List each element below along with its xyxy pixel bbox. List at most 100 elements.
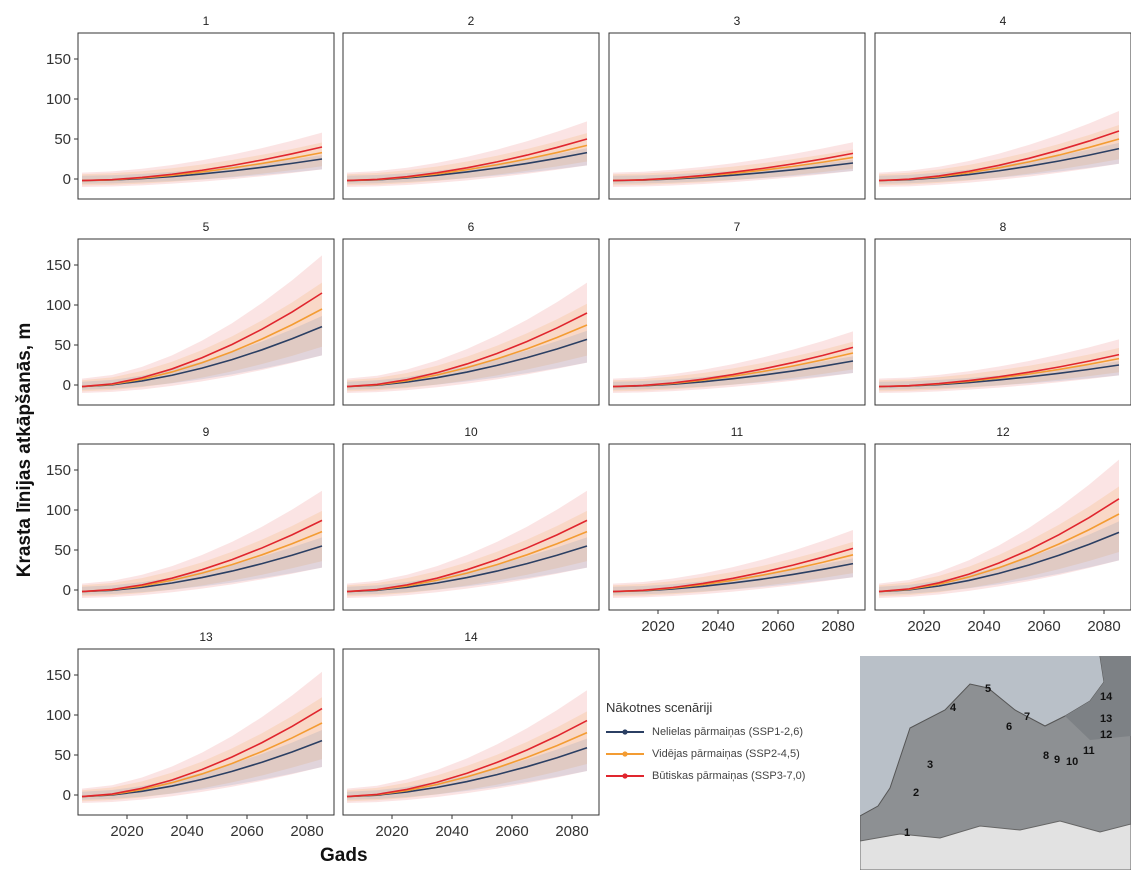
uncertainty-band-ssp126 — [82, 537, 322, 595]
series-line-ssp370 — [878, 498, 1120, 593]
series-line-ssp370 — [346, 312, 588, 388]
series-line-ssp370 — [612, 346, 854, 388]
map-location-label: 4 — [950, 702, 957, 714]
map-location-label: 13 — [1100, 713, 1112, 725]
panel-title: 7 — [734, 220, 741, 234]
map-location-label: 9 — [1054, 754, 1060, 766]
uncertainty-band-ssp370 — [347, 121, 587, 187]
panel-title: 1 — [203, 14, 210, 28]
legend-swatch-ssp245 — [606, 751, 644, 757]
series-line-ssp126 — [878, 531, 1120, 593]
uncertainty-band-ssp245 — [613, 341, 853, 392]
x-tick-label: 2080 — [555, 823, 588, 840]
map-location-label: 11 — [1083, 745, 1095, 757]
map-location-label: 7 — [1024, 711, 1030, 723]
y-axis-label-container: Krasta līnijas atkāpšanās, m — [10, 240, 40, 660]
panel-title: 6 — [468, 220, 475, 234]
x-axis-label: Gads — [320, 845, 368, 866]
y-tick-label: 0 — [63, 171, 71, 188]
map-location-label: 2 — [913, 787, 919, 799]
uncertainty-band-ssp126 — [347, 330, 587, 390]
x-tick-label: 2040 — [967, 618, 1000, 635]
map-location-label: 10 — [1066, 756, 1078, 768]
map-location-label: 3 — [927, 759, 933, 771]
series-line-ssp370 — [346, 138, 588, 182]
panel: 1 0 50 100 150 — [46, 14, 335, 200]
uncertainty-band-ssp245 — [613, 149, 853, 186]
x-tick-label: 2080 — [821, 618, 854, 635]
y-tick-label: 0 — [63, 582, 71, 599]
legend-label: Būtiskas pārmaiņas (SSP3-7,0) — [652, 770, 806, 782]
legend-swatch-ssp370 — [606, 773, 644, 779]
legend-swatch-ssp126 — [606, 729, 644, 735]
panel-title: 12 — [996, 425, 1010, 439]
uncertainty-band-ssp245 — [82, 282, 322, 392]
x-tick-label: 2040 — [170, 823, 203, 840]
series-line-ssp370 — [612, 547, 854, 593]
map-location-label: 8 — [1043, 750, 1049, 762]
series-line-ssp370 — [81, 292, 323, 388]
panel: 2 — [342, 14, 600, 200]
uncertainty-band-ssp370 — [82, 490, 322, 598]
y-tick-label: 100 — [46, 297, 71, 314]
uncertainty-band-ssp370 — [879, 339, 1119, 393]
panel: 7 — [608, 220, 866, 406]
map-location-label: 14 — [1100, 691, 1113, 703]
panel: 11 2020 2040 2060 2080 — [608, 425, 866, 635]
uncertainty-band-ssp370 — [613, 530, 853, 598]
series-line-ssp370 — [878, 130, 1120, 182]
uncertainty-band-ssp126 — [879, 521, 1119, 595]
y-tick-label: 150 — [46, 51, 71, 68]
panel-title: 14 — [464, 630, 478, 644]
uncertainty-band-ssp126 — [879, 142, 1119, 184]
uncertainty-band-ssp245 — [347, 303, 587, 392]
x-tick-label: 2020 — [110, 823, 143, 840]
panel-frame — [608, 238, 866, 406]
uncertainty-band-ssp370 — [879, 111, 1119, 187]
uncertainty-band-ssp245 — [82, 510, 322, 597]
legend-title: Nākotnes scenāriji — [606, 700, 713, 715]
x-tick-label: 2060 — [1027, 618, 1060, 635]
panel: 9 0 50 100 150 — [46, 425, 335, 611]
uncertainty-band-ssp370 — [347, 690, 587, 803]
panel-title: 11 — [731, 425, 744, 439]
uncertainty-band-ssp126 — [613, 356, 853, 390]
y-tick-label: 150 — [46, 462, 71, 479]
uncertainty-band-ssp245 — [879, 347, 1119, 392]
uncertainty-band-ssp126 — [347, 738, 587, 800]
map-location-label: 1 — [904, 827, 910, 839]
panel-title: 13 — [199, 630, 213, 644]
y-axis-label: Krasta līnijas atkāpšanās, m — [14, 322, 35, 578]
uncertainty-band-ssp245 — [347, 133, 587, 186]
panel-title: 10 — [464, 425, 478, 439]
x-tick-label: 2080 — [1087, 618, 1120, 635]
y-tick-label: 50 — [54, 747, 71, 764]
x-tick-label: 2040 — [701, 618, 734, 635]
panel: 8 — [874, 220, 1131, 406]
x-tick-label: 2060 — [761, 618, 794, 635]
legend-item: Nelielas pārmaiņas (SSP1-2,6) — [606, 721, 856, 743]
uncertainty-band-ssp370 — [613, 142, 853, 187]
x-tick-label: 2060 — [230, 823, 263, 840]
series-line-ssp370 — [346, 719, 588, 798]
panel-title: 9 — [203, 425, 210, 439]
location-map: 1 2 3 4 5 6 7 8 9 10 11 12 13 14 — [859, 655, 1131, 871]
x-tick-label: 2020 — [907, 618, 940, 635]
y-tick-label: 150 — [46, 257, 71, 274]
uncertainty-band-ssp126 — [613, 558, 853, 595]
uncertainty-band-ssp245 — [613, 541, 853, 597]
y-tick-label: 100 — [46, 707, 71, 724]
panel-title: 8 — [1000, 220, 1007, 234]
southern-region — [859, 820, 1131, 871]
panel: 13 0 50 100 150 2020 2040 2060 2080 — [46, 630, 335, 840]
panel: 3 — [608, 14, 866, 200]
panel-frame — [77, 443, 335, 611]
eastern-region — [1065, 656, 1131, 740]
legend-label: Nelielas pārmaiņas (SSP1-2,6) — [652, 726, 804, 738]
y-tick-label: 50 — [54, 131, 71, 148]
uncertainty-band-ssp245 — [82, 697, 322, 802]
